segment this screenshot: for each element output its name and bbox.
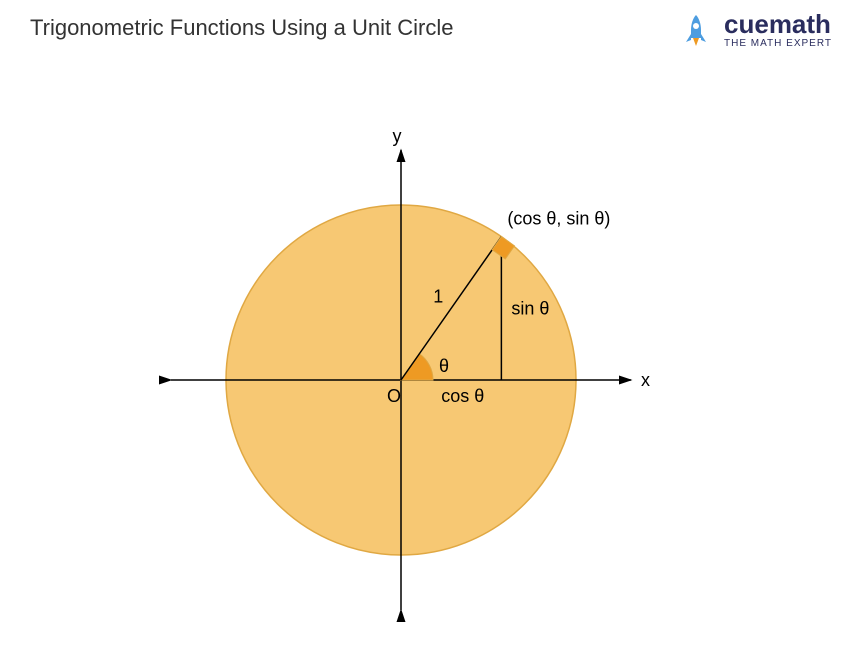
brand-logo: cuemath THE MATH EXPERT	[676, 10, 832, 50]
x-axis-label: x	[641, 370, 650, 390]
cos-label: cos θ	[441, 386, 484, 406]
page-title: Trigonometric Functions Using a Unit Cir…	[30, 15, 453, 41]
unit-circle-diagram: x y O 1 θ cos θ sin θ (cos θ, sin θ)	[131, 100, 731, 645]
radius-label: 1	[433, 286, 443, 306]
y-axis-label: y	[393, 126, 402, 146]
rocket-icon	[676, 10, 716, 50]
logo-brand-text: cuemath	[724, 11, 832, 37]
angle-label: θ	[439, 356, 449, 376]
origin-label: O	[387, 386, 401, 406]
sin-label: sin θ	[511, 298, 549, 318]
point-label: (cos θ, sin θ)	[507, 209, 610, 229]
logo-tagline: THE MATH EXPERT	[724, 39, 832, 49]
